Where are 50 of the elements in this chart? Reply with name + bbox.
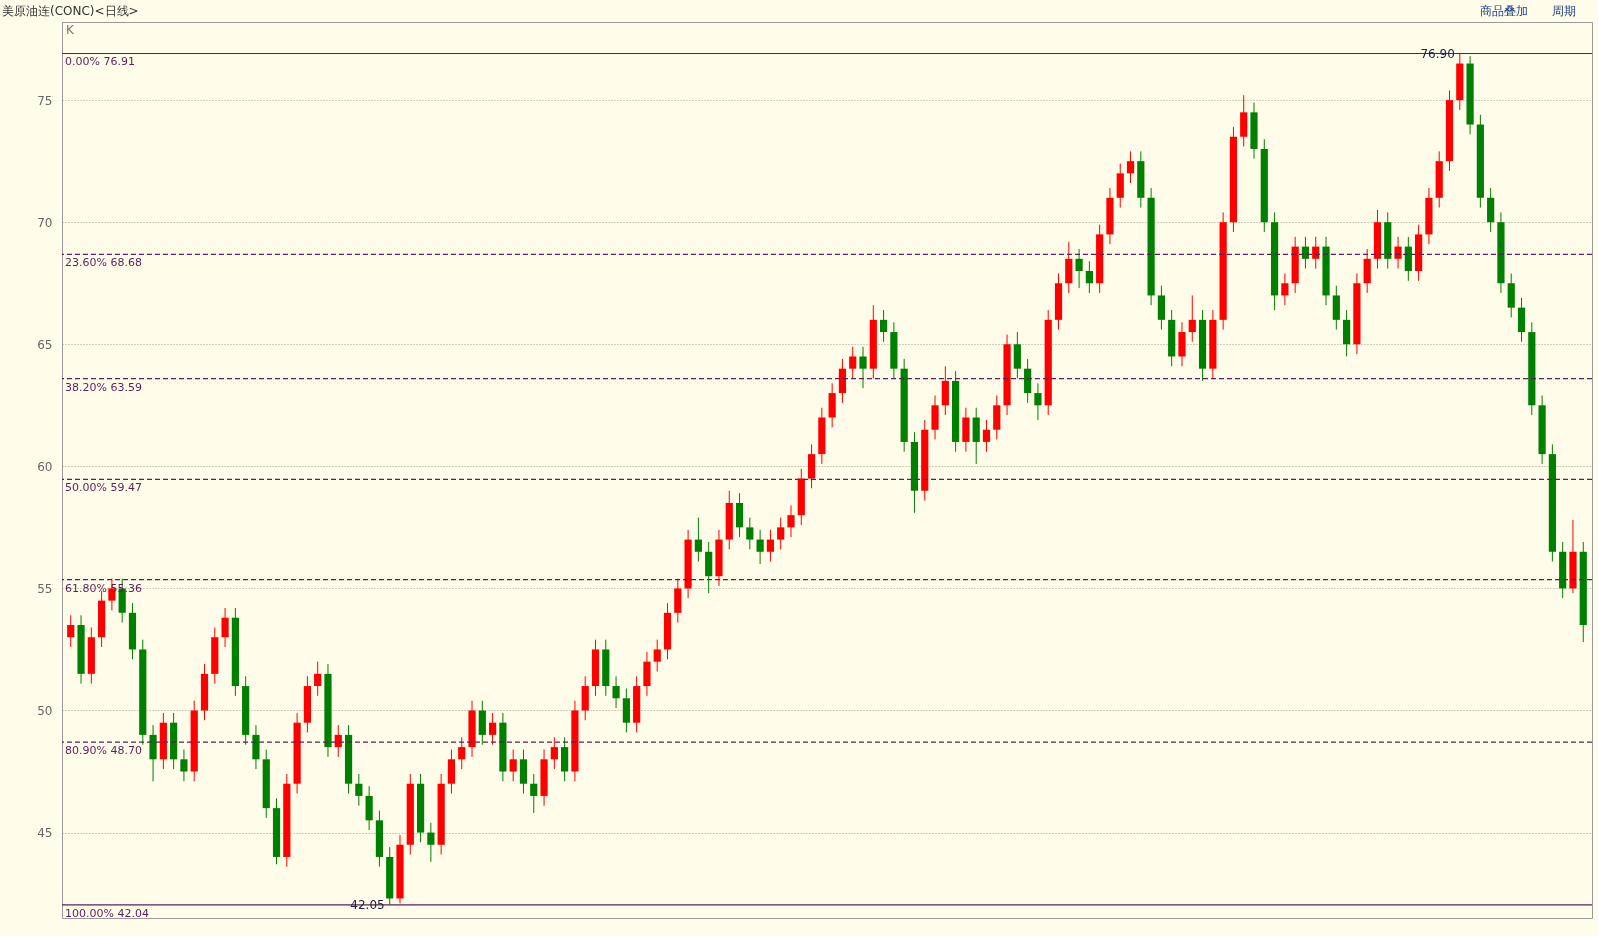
candlestick: [653, 639, 661, 672]
candlestick: [334, 724, 342, 758]
candlestick: [787, 504, 795, 538]
ref-line-label: 80.90% 48.70: [65, 744, 142, 758]
candlestick: [67, 614, 75, 648]
candlestick: [612, 675, 620, 709]
candlestick: [355, 773, 363, 807]
candlestick: [777, 517, 785, 550]
candlestick: [1394, 236, 1402, 270]
candlestick: [1281, 272, 1289, 306]
candlestick: [1188, 294, 1196, 343]
candlestick: [489, 712, 497, 746]
candlestick: [427, 822, 435, 863]
candlestick: [1312, 236, 1320, 270]
y-tick-label: 75: [37, 93, 53, 108]
candlestick: [766, 529, 775, 563]
candlestick: [982, 419, 991, 453]
chart-title: 美原油连(CONC)<日线>: [2, 4, 139, 18]
ref-line-label: 50.00% 59.47: [65, 481, 142, 495]
annotation: K: [66, 23, 75, 37]
y-tick-label: 65: [37, 337, 53, 352]
y-tick-label: 70: [37, 215, 53, 230]
y-tick-label: 50: [37, 703, 53, 718]
text: 周期: [1552, 4, 1576, 18]
ref-line-label: 100.00% 42.04: [65, 906, 149, 920]
y-tick-label: 55: [37, 581, 53, 596]
candlestick: [1034, 382, 1042, 421]
candlestick: [221, 607, 229, 648]
text: 商品叠加: [1480, 4, 1528, 18]
candlestick: [509, 749, 517, 782]
y-tick-label: 60: [37, 459, 53, 474]
candlestick: [314, 661, 322, 697]
ref-line-label: 0.00% 76.91: [65, 55, 135, 69]
candlestick: [550, 736, 558, 770]
candlestick: [746, 517, 754, 550]
candlestick: [1075, 248, 1083, 289]
ref-line-label: 23.60% 68.68: [65, 256, 142, 270]
candlestick: [458, 736, 466, 770]
ref-line-label: 38.20% 63.59: [65, 380, 142, 394]
candlestick: [694, 517, 702, 563]
candlestick: [756, 529, 764, 565]
candlestick: [879, 309, 888, 343]
candlestick: [530, 773, 538, 814]
candlestick: [180, 749, 188, 782]
candlestick: [859, 346, 867, 389]
candlestick: [1301, 236, 1310, 270]
candlestick: [1085, 260, 1093, 294]
y-tick-label: 45: [37, 826, 53, 841]
candlestick: [849, 346, 857, 379]
candlestick: [1126, 150, 1135, 184]
